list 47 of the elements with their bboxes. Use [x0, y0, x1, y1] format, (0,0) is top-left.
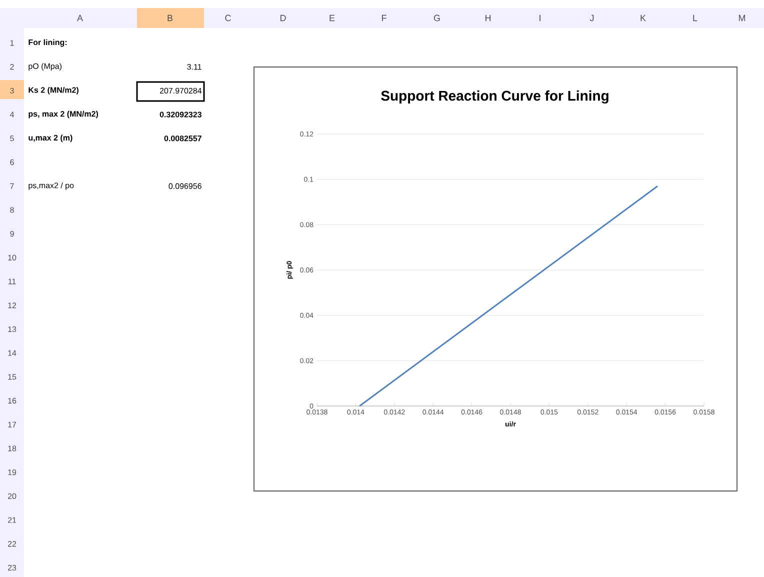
text: 3.11	[187, 64, 202, 70]
text: 18	[8, 446, 16, 452]
text: 6	[10, 159, 14, 166]
text: F	[382, 14, 386, 22]
text: E	[330, 14, 335, 22]
text: 0.096956	[168, 183, 202, 189]
text: M	[738, 14, 746, 22]
text: C	[225, 14, 231, 22]
text: 21	[8, 517, 16, 523]
text: L	[693, 14, 698, 22]
text: 11	[8, 278, 16, 284]
text: A	[77, 14, 83, 22]
text: 22	[8, 541, 16, 547]
text: ps,max2 / po	[28, 182, 74, 190]
text: 4	[10, 112, 14, 118]
text: 8	[10, 207, 14, 213]
text: 7	[10, 183, 14, 189]
text: u,max 2 (m)	[28, 134, 72, 142]
text: 15	[8, 374, 16, 380]
text: Ks 2 (MN/m2)	[28, 86, 78, 94]
text: 14	[8, 350, 16, 356]
text: 12	[8, 302, 16, 308]
text: 13	[8, 326, 16, 332]
text: For lining:	[28, 39, 67, 47]
text: 19	[8, 469, 16, 476]
text: 5	[10, 136, 14, 142]
text: 10	[8, 254, 16, 260]
text: 2	[10, 64, 14, 70]
text: K	[640, 14, 646, 22]
text: 3	[10, 88, 14, 94]
text: 0.32092323	[160, 112, 202, 118]
text: 9	[10, 230, 14, 237]
text: G	[434, 14, 440, 22]
text: 207.970284	[160, 88, 202, 94]
text: 16	[8, 398, 16, 404]
text: J	[590, 14, 594, 22]
text: 17	[8, 422, 16, 428]
text: 1	[10, 40, 14, 46]
text: pO (Mpa)	[28, 63, 62, 71]
text: H	[485, 14, 491, 22]
chart-title: Support Reaction Curve for Lining	[381, 90, 608, 104]
text: 20	[8, 493, 16, 499]
text: B	[168, 14, 173, 22]
text: D	[280, 14, 286, 22]
text: 23	[8, 564, 16, 571]
text: 0.0082557	[164, 136, 202, 142]
text: ps, max 2 (MN/m2)	[28, 110, 98, 118]
